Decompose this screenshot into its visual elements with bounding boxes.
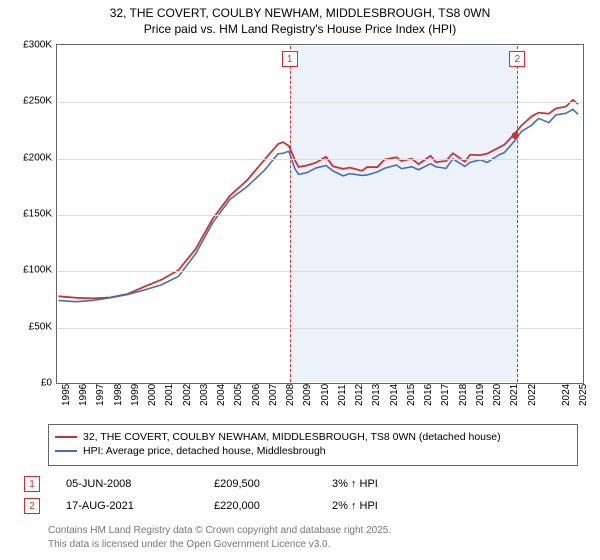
y-axis-label: £50K [29,321,52,332]
legend-label: 32, THE COVERT, COULBY NEWHAM, MIDDLESBR… [83,431,501,443]
x-axis-label: 2019 [475,384,486,406]
x-axis-label: 2022 [527,384,538,406]
x-axis-label: 2009 [302,384,313,406]
transaction-diff: 3% HPI [332,478,432,490]
transaction-date: 17-AUG-2021 [48,500,206,512]
x-axis-label: 2015 [406,384,417,406]
x-axis-label: 2001 [164,384,175,406]
table-row: 2 17-AUG-2021 £220,000 2% HPI [24,498,580,514]
plot-region: 12 [56,44,584,384]
x-axis-label: 2016 [423,384,434,406]
chart-title-block: 32, THE COVERT, COULBY NEWHAM, MIDDLESBR… [0,0,600,36]
chart-marker: 2 [509,51,525,67]
x-axis-label: 2010 [320,384,331,406]
x-axis-label: 2002 [182,384,193,406]
x-axis-label: 2012 [354,384,365,406]
arrow-up-icon [351,478,357,490]
y-axis-label: £200K [23,152,52,163]
x-axis-label: 1996 [78,384,89,406]
x-axis-label: 2011 [337,384,348,406]
transaction-price: £220,000 [214,500,324,512]
legend: 32, THE COVERT, COULBY NEWHAM, MIDDLESBR… [48,424,578,466]
x-axis-label: 2007 [268,384,279,406]
x-axis-label: 1998 [113,384,124,406]
y-axis-label: £100K [23,265,52,276]
y-axis-label: £0 [41,378,52,389]
x-axis-label: 2005 [233,384,244,406]
y-axis-label: £300K [23,40,52,51]
x-axis-label: 2008 [285,384,296,406]
transaction-date: 05-JUN-2008 [48,478,206,490]
x-axis-label: 2013 [371,384,382,406]
table-row: 1 05-JUN-2008 £209,500 3% HPI [24,476,580,492]
chart-title-line1: 32, THE COVERT, COULBY NEWHAM, MIDDLESBR… [0,6,600,20]
x-axis-label: 2017 [440,384,451,406]
x-axis-label: 2021 [509,384,520,406]
x-axis-label: 2014 [389,384,400,406]
footer-line2: This data is licensed under the Open Gov… [48,538,588,552]
x-axis-label: 2018 [458,384,469,406]
x-axis-label: 2024 [561,384,572,406]
chart-marker: 1 [282,51,298,67]
transaction-price: £209,500 [214,478,324,490]
legend-swatch [55,436,77,439]
y-axis-label: £250K [23,96,52,107]
chart-title-line2: Price paid vs. HM Land Registry's House … [0,22,600,36]
transaction-marker: 1 [24,476,40,492]
arrow-up-icon [351,500,357,512]
legend-item: HPI: Average price, detached house, Midd… [55,445,571,457]
footer-line1: Contains HM Land Registry data © Crown c… [48,524,588,538]
transaction-diff: 2% HPI [332,500,432,512]
legend-swatch [55,450,77,453]
chart-area: 12 £0£50K£100K£150K£200K£250K£300K199519… [8,44,592,414]
x-axis-label: 1999 [130,384,141,406]
transaction-table: 1 05-JUN-2008 £209,500 3% HPI 2 17-AUG-2… [24,470,580,520]
legend-label: HPI: Average price, detached house, Midd… [83,445,326,457]
x-axis-label: 2003 [199,384,210,406]
x-axis-label: 2004 [216,384,227,406]
x-axis-label: 2000 [147,384,158,406]
x-axis-label: 1995 [61,384,72,406]
transaction-marker: 2 [24,498,40,514]
chart-svg [57,45,583,383]
x-axis-label: 2006 [251,384,262,406]
legend-item: 32, THE COVERT, COULBY NEWHAM, MIDDLESBR… [55,431,571,443]
x-axis-label: 2025 [578,384,589,406]
footer-attribution: Contains HM Land Registry data © Crown c… [48,524,588,551]
y-axis-label: £150K [23,209,52,220]
x-axis-label: 1997 [95,384,106,406]
x-axis-label: 2020 [492,384,503,406]
